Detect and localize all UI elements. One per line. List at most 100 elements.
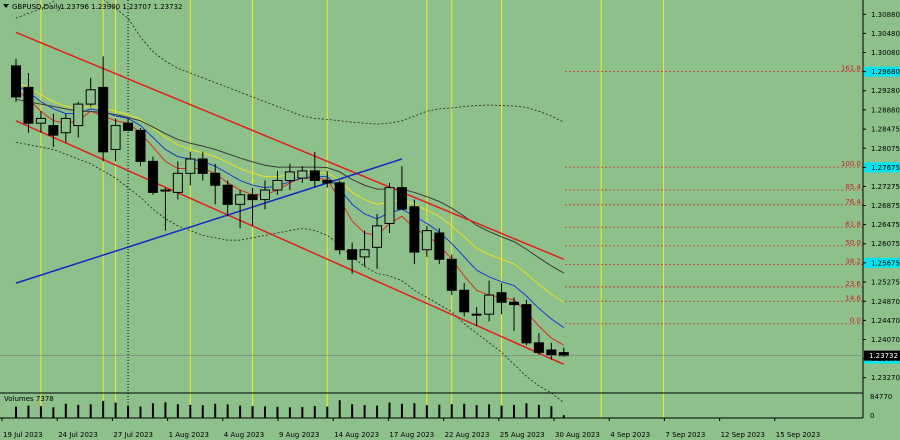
- candle-bullish: [359, 249, 370, 258]
- date-tick-label: 30 Aug 2023: [555, 431, 600, 439]
- date-tick-label: 9 Aug 2023: [279, 431, 319, 439]
- price-tick-label: 1.23270: [871, 374, 900, 382]
- candle-bearish: [533, 342, 544, 353]
- price-tick-label: 1.26875: [871, 202, 900, 210]
- candle-bearish: [123, 122, 134, 131]
- candle-bearish: [309, 170, 320, 181]
- candle-bullish: [110, 125, 121, 150]
- date-tick-label: 1 Aug 2023: [169, 431, 209, 439]
- trend-line-3: [15, 158, 403, 284]
- fib-level-label: 85.4: [845, 183, 861, 191]
- candles: [11, 56, 569, 360]
- price-highlight-box: [864, 257, 900, 268]
- price-tick-label: 1.28475: [871, 126, 900, 134]
- candle-bearish: [396, 187, 407, 210]
- candle-bullish: [35, 117, 46, 124]
- candle-bearish: [409, 206, 420, 253]
- candle-bearish: [546, 349, 557, 356]
- date-tick-label: 19 Jul 2023: [3, 431, 43, 439]
- candle-bearish: [147, 160, 158, 193]
- candle-bearish: [222, 184, 233, 205]
- candle-bearish: [459, 289, 470, 313]
- symbol-label: GBPUSD,Daily: [12, 3, 61, 11]
- candle-bullish: [235, 194, 246, 205]
- candle-bearish: [247, 194, 258, 201]
- price-tick-label: 1.30480: [871, 30, 900, 38]
- fib-level-label: 14.6: [845, 294, 861, 302]
- candle-bullish: [372, 225, 383, 248]
- candle-bullish: [384, 187, 395, 224]
- candle-bullish: [421, 230, 432, 251]
- bollinger-upper: [15, 0, 564, 125]
- symbol-dropdown-icon[interactable]: [3, 4, 9, 8]
- price-axis: 1.30880 1.30480 1.30080 1.29680 1.29280 1.288…: [0, 0, 900, 419]
- date-tick-label: 22 Aug 2023: [445, 431, 490, 439]
- price-tick-label: 1.25275: [871, 278, 900, 286]
- candle-bullish: [85, 89, 96, 105]
- chart-header: GBPUSD,Daily 1.23796 1.23900 1.23707 1.2…: [3, 3, 182, 11]
- fib-level-label: 61.8: [845, 220, 861, 228]
- fibonacci-levels: 161.8 100.0 85.4 76.4 61.8 50.0 38.2 23.6 14.6 0.…: [565, 65, 863, 325]
- last-price-box: [864, 350, 900, 361]
- candle-bearish: [496, 292, 507, 303]
- fib-level-label: 100.0: [841, 160, 861, 168]
- volume-label: Volumes 7378: [4, 395, 54, 403]
- candle-bearish: [197, 158, 208, 174]
- candle-bearish: [521, 304, 532, 344]
- date-tick-label: 4 Sep 2023: [610, 431, 650, 439]
- date-axis: 19 Jul 2023 24 Jul 2023 27 Jul 2023 1 Aug 2…: [1, 418, 820, 439]
- candle-bearish: [347, 249, 358, 260]
- volume-scale-max: 84770: [870, 393, 892, 401]
- price-tick-label: 1.30080: [871, 49, 900, 57]
- candle-bearish: [48, 125, 59, 136]
- candle-bearish: [98, 86, 109, 153]
- price-highlight-box: [864, 162, 900, 173]
- price-tick-label: 1.28880: [871, 106, 900, 114]
- candle-bearish: [434, 232, 445, 260]
- date-tick-label: 15 Sep 2023: [776, 431, 820, 439]
- date-tick-label: 12 Sep 2023: [721, 431, 765, 439]
- candle-bearish: [446, 258, 457, 291]
- candle-bullish: [172, 172, 183, 193]
- price-tick-label: 1.30880: [871, 11, 900, 19]
- price-tick-label: 1.27275: [871, 183, 900, 191]
- candle-bearish: [558, 352, 569, 357]
- price-tick-label: 1.29680: [871, 68, 900, 76]
- candle-bearish: [11, 65, 21, 98]
- date-tick-label: 14 Aug 2023: [334, 431, 379, 439]
- trend-line-1: [15, 31, 565, 260]
- candle-bearish: [322, 179, 333, 184]
- candle-bullish: [284, 171, 295, 181]
- candle-bearish: [135, 129, 146, 162]
- price-tick-label: 1.29280: [871, 87, 900, 95]
- date-tick-label: 4 Aug 2023: [224, 431, 264, 439]
- date-tick-label: 27 Jul 2023: [113, 431, 153, 439]
- candle-bullish: [484, 294, 495, 315]
- date-tick-label: 7 Sep 2023: [665, 431, 705, 439]
- bollinger-bands: [15, 0, 565, 403]
- candle-bullish: [272, 179, 283, 191]
- last-price-label: 1.23732: [869, 352, 898, 360]
- fib-level-label: 161.8: [841, 65, 861, 73]
- candle-bullish: [60, 117, 71, 134]
- candle-bearish: [334, 182, 345, 251]
- trend-line-2: [15, 120, 565, 365]
- price-tick-label: 1.26475: [871, 221, 900, 229]
- candle-bullish: [185, 158, 196, 174]
- fib-level-label: 23.6: [845, 280, 861, 288]
- candle-bearish: [23, 86, 34, 124]
- price-tick-label: 1.24070: [871, 336, 900, 344]
- candle-bullish: [471, 313, 482, 316]
- date-tick-label: 25 Aug 2023: [500, 431, 545, 439]
- price-tick-label: 1.25675: [871, 259, 900, 267]
- volume-scale-zero: 0: [870, 412, 874, 420]
- fib-level-label: 50.0: [845, 239, 861, 247]
- candle-bullish: [297, 170, 308, 179]
- price-tick-label: 1.24870: [871, 298, 900, 306]
- price-tick-label: 1.26075: [871, 240, 900, 248]
- price-tick-label: 1.27675: [871, 164, 900, 172]
- candle-bearish: [210, 172, 221, 186]
- date-tick-label: 17 Aug 2023: [389, 431, 434, 439]
- candle-bullish: [73, 103, 84, 127]
